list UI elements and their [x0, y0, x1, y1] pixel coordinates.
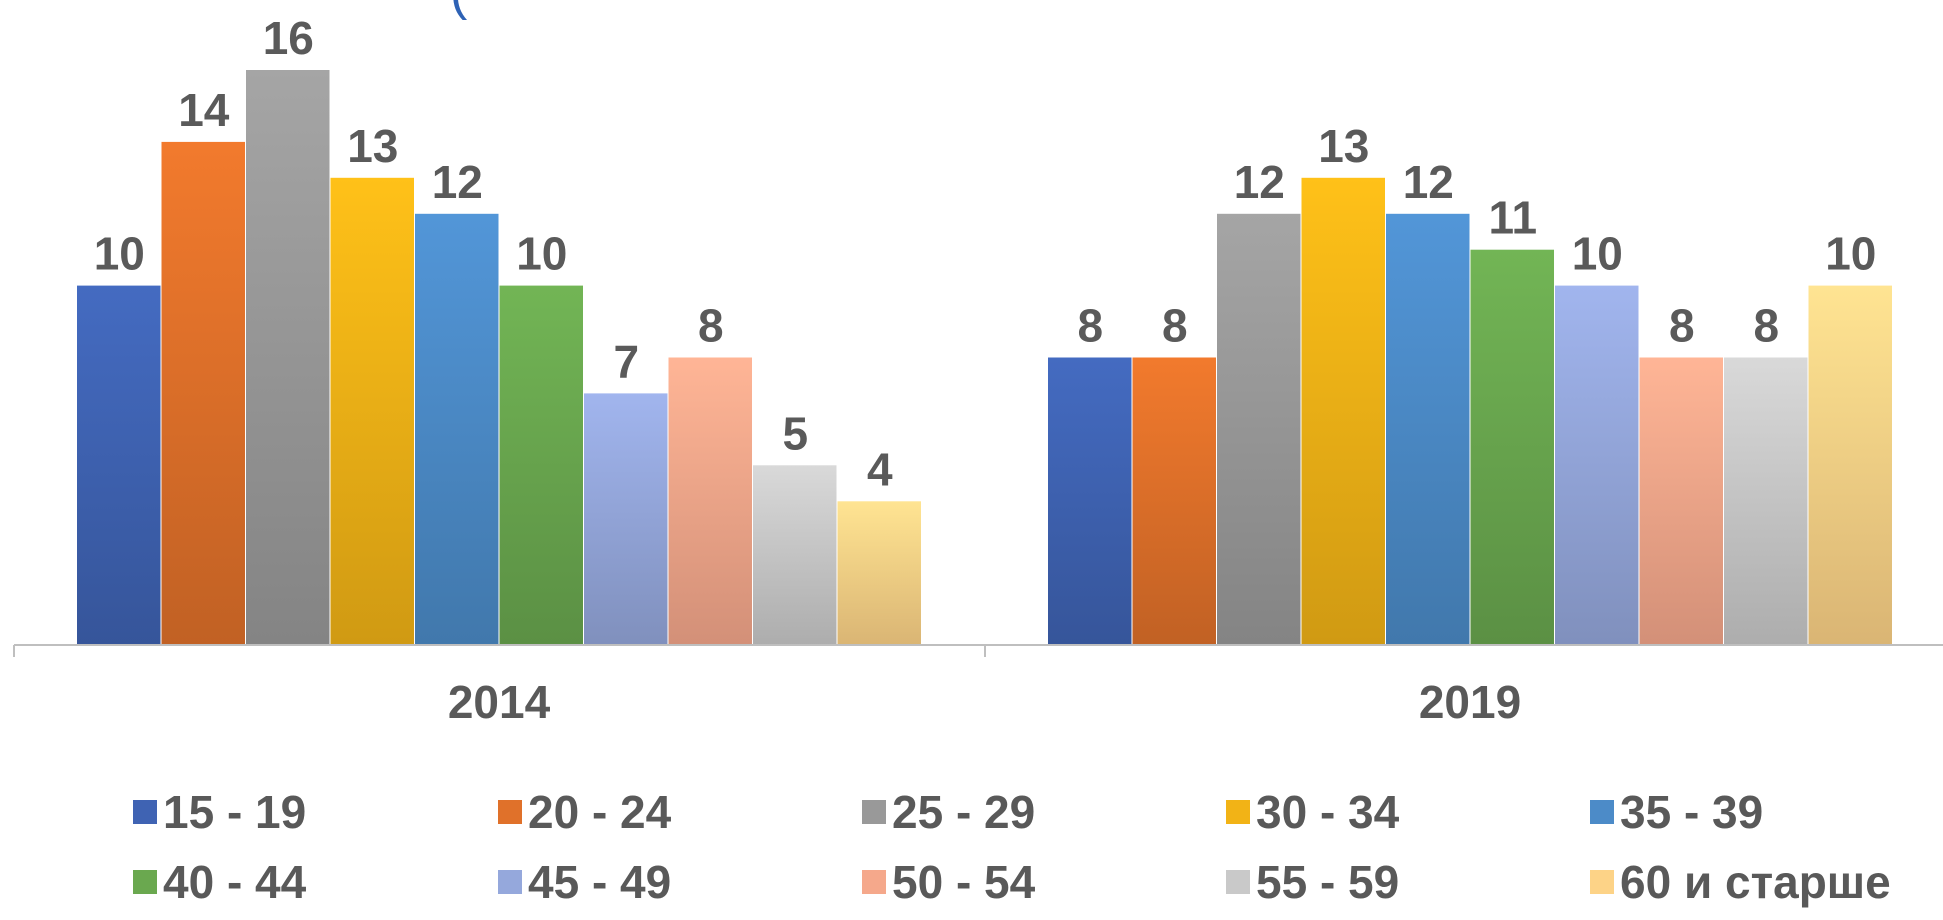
data-label: 10 — [516, 228, 567, 280]
data-label: 10 — [1572, 228, 1623, 280]
bar-2019-2 — [1132, 357, 1216, 645]
bar-2019-5 — [1386, 213, 1470, 646]
data-label: 13 — [1318, 120, 1369, 172]
data-label: 5 — [783, 407, 809, 459]
category-label-2014: 2014 — [448, 676, 551, 728]
legend-swatch — [133, 800, 157, 824]
bar-2014-6 — [499, 285, 583, 645]
bar-2019-6 — [1470, 249, 1554, 645]
chart-title-partial: ( — [450, 0, 467, 22]
legend-label: 15 - 19 — [163, 786, 307, 838]
legend: 15 - 19 20 - 24 25 - 29 30 - 34 35 - 39 40 - … — [0, 770, 1943, 920]
bar-2019-8 — [1639, 357, 1723, 645]
bar-2019-4 — [1301, 177, 1385, 646]
data-label: 8 — [1754, 300, 1780, 352]
legend-label: 35 - 39 — [1620, 786, 1764, 838]
legend-label: 60 и старше — [1620, 856, 1891, 908]
bar-2014-9 — [753, 465, 837, 645]
legend-item: 55 - 59 — [1226, 855, 1399, 909]
legend-item: 15 - 19 — [133, 785, 306, 839]
data-label: 13 — [347, 120, 398, 172]
bars-group — [77, 70, 1892, 646]
bar-2014-10 — [837, 501, 921, 646]
bar-2019-10 — [1808, 285, 1892, 645]
bar-2014-1 — [77, 285, 161, 645]
legend-swatch — [498, 800, 522, 824]
legend-label: 55 - 59 — [1256, 856, 1400, 908]
data-label: 8 — [1669, 300, 1695, 352]
data-label: 12 — [1403, 156, 1454, 208]
data-label: 16 — [263, 12, 314, 64]
legend-item: 20 - 24 — [498, 785, 671, 839]
bar-2019-9 — [1724, 357, 1808, 645]
data-label: 10 — [1825, 228, 1876, 280]
legend-swatch — [1590, 800, 1614, 824]
data-label: 12 — [1234, 156, 1285, 208]
legend-label: 30 - 34 — [1256, 786, 1400, 838]
bar-2014-7 — [584, 393, 668, 645]
legend-label: 40 - 44 — [163, 856, 307, 908]
legend-item: 45 - 49 — [498, 855, 671, 909]
legend-swatch — [133, 870, 157, 894]
legend-label: 25 - 29 — [892, 786, 1036, 838]
data-label: 4 — [867, 443, 893, 495]
bar-2014-8 — [668, 357, 752, 645]
legend-label: 50 - 54 — [892, 856, 1036, 908]
bar-2014-4 — [330, 177, 414, 646]
data-label: 11 — [1488, 192, 1537, 244]
legend-item: 50 - 54 — [862, 855, 1035, 909]
legend-label: 45 - 49 — [528, 856, 672, 908]
bar-2019-1 — [1048, 357, 1132, 645]
legend-item: 40 - 44 — [133, 855, 306, 909]
legend-swatch — [1226, 870, 1250, 894]
legend-swatch — [1590, 870, 1614, 894]
legend-label: 20 - 24 — [528, 786, 672, 838]
category-label-2019: 2019 — [1419, 676, 1521, 728]
legend-swatch — [862, 800, 886, 824]
legend-item: 35 - 39 — [1590, 785, 1763, 839]
bar-2014-3 — [246, 70, 330, 645]
x-axis: 2014 2019 — [13, 644, 1943, 728]
legend-swatch — [1226, 800, 1250, 824]
bar-2019-3 — [1217, 213, 1301, 646]
bar-2014-5 — [415, 213, 499, 646]
legend-item: 30 - 34 — [1226, 785, 1399, 839]
legend-swatch — [862, 870, 886, 894]
data-label: 7 — [614, 335, 640, 387]
data-label: 10 — [94, 228, 145, 280]
legend-swatch — [498, 870, 522, 894]
data-label: 8 — [698, 300, 724, 352]
legend-item: 25 - 29 — [862, 785, 1035, 839]
legend-item: 60 и старше — [1590, 855, 1891, 909]
data-label: 14 — [178, 84, 230, 136]
bar-2014-2 — [161, 141, 245, 645]
data-labels-group: 10 14 16 13 12 10 7 8 5 4 8 8 12 13 12 11 10 8 8 10 — [94, 12, 1877, 495]
data-label: 8 — [1078, 300, 1104, 352]
bar-2019-7 — [1555, 285, 1639, 645]
data-label: 8 — [1162, 300, 1188, 352]
data-label: 12 — [432, 156, 483, 208]
